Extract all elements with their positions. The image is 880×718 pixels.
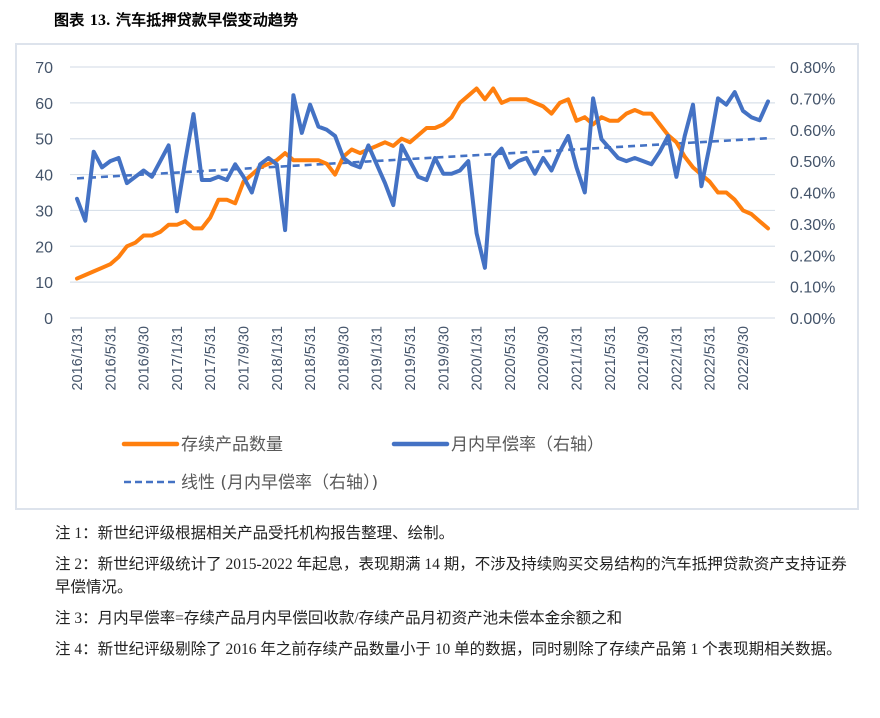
x-tick-label: 2016/1/31 <box>70 326 86 391</box>
x-tick-label: 2017/1/31 <box>170 326 186 391</box>
x-tick-label: 2021/1/31 <box>570 326 586 391</box>
x-tick-label: 2019/9/30 <box>436 326 452 391</box>
x-tick-label: 2017/5/31 <box>203 326 219 391</box>
x-tick-label: 2022/5/31 <box>703 326 719 391</box>
right-y-tick: 0.60% <box>790 123 835 140</box>
right-y-axis: 0.00% 0.10% 0.20% 0.30% 0.40% 0.50% 0.60% 0.70%… <box>790 60 835 328</box>
rate-series-line <box>75 90 770 270</box>
right-y-tick: 0.10% <box>790 280 835 297</box>
legend-item-rate: 月内早偿率（右轴） <box>391 435 604 455</box>
x-tick-label: 2019/5/31 <box>403 326 419 391</box>
legend-item-count: 存续产品数量 <box>121 435 283 455</box>
x-axis: 2016/1/31 2016/5/31 2016/9/30 2017/1/31 2017… <box>70 326 752 391</box>
left-y-tick: 20 <box>35 239 53 256</box>
right-y-tick: 0.70% <box>790 91 835 108</box>
legend-label-rate: 月内早偿率（右轴） <box>451 435 604 455</box>
x-tick-label: 2020/1/31 <box>470 326 486 391</box>
left-y-tick: 70 <box>35 60 53 77</box>
count-series-line <box>75 86 770 281</box>
legend-item-trend: 线性 (月内早偿率（右轴）) <box>124 473 378 493</box>
x-tick-label: 2020/5/31 <box>503 326 519 391</box>
figure-title: 图表 13. 汽车抵押贷款早偿变动趋势 <box>54 9 298 30</box>
right-y-tick: 0.50% <box>790 154 835 171</box>
x-tick-label: 2021/5/31 <box>603 326 619 391</box>
footnotes: 注 1：新世纪评级根据相关产品受托机构报告整理、绘制。 注 2：新世纪评级统计了… <box>55 522 855 669</box>
left-y-axis: 0 10 20 30 40 50 60 70 <box>35 60 53 328</box>
left-y-tick: 60 <box>35 96 53 113</box>
x-tick-label: 2022/1/31 <box>669 326 685 391</box>
chart-container <box>15 43 859 510</box>
right-y-tick: 0.80% <box>790 60 835 77</box>
note-1: 注 1：新世纪评级根据相关产品受托机构报告整理、绘制。 <box>55 525 455 542</box>
x-tick-label: 2018/5/31 <box>303 326 319 391</box>
x-tick-label: 2020/9/30 <box>536 326 552 391</box>
figure-number: 13. <box>89 12 111 29</box>
right-y-tick: 0.00% <box>790 311 835 328</box>
x-tick-label: 2016/5/31 <box>103 326 119 391</box>
right-y-tick: 0.40% <box>790 186 835 203</box>
left-y-tick: 50 <box>35 132 53 149</box>
gridlines <box>70 66 775 319</box>
right-y-tick: 0.30% <box>790 217 835 234</box>
note-4: 注 4：新世纪评级剔除了 2016 年之前存续产品数量小于 10 单的数据，同时… <box>55 641 842 658</box>
left-y-tick: 40 <box>35 168 53 185</box>
legend-label-count: 存续产品数量 <box>181 435 283 455</box>
legend: 存续产品数量 月内早偿率（右轴） 线性 (月内早偿率（右轴）) <box>121 435 604 493</box>
figure-title-text: 汽车抵押贷款早偿变动趋势 <box>115 11 299 29</box>
legend-label-trend: 线性 (月内早偿率（右轴）) <box>181 473 378 493</box>
x-tick-label: 2022/9/30 <box>736 326 752 391</box>
trend-line <box>76 136 769 180</box>
x-tick-label: 2018/1/31 <box>270 326 286 391</box>
x-tick-label: 2019/1/31 <box>370 326 386 391</box>
x-tick-label: 2018/9/30 <box>336 326 352 391</box>
x-tick-label: 2021/9/30 <box>636 326 652 391</box>
line-chart: 0 10 20 30 40 50 60 70 0.00% 0.10% 0.20% 0.30% 0.40… <box>35 60 835 493</box>
left-y-tick: 30 <box>35 203 53 220</box>
note-2: 注 2：新世纪评级统计了 2015-2022 年起息，表现期满 14 期，不涉及… <box>55 556 847 596</box>
left-y-tick: 0 <box>44 311 53 328</box>
x-tick-label: 2016/9/30 <box>137 326 153 391</box>
note-3: 注 3：月内早偿率=存续产品月内早偿回收款/存续产品月初资产池未偿本金余额之和 <box>55 610 623 627</box>
left-y-tick: 10 <box>35 275 53 292</box>
x-tick-label: 2017/9/30 <box>237 326 253 391</box>
figure-label: 图表 <box>54 11 85 29</box>
right-y-tick: 0.20% <box>790 248 835 265</box>
